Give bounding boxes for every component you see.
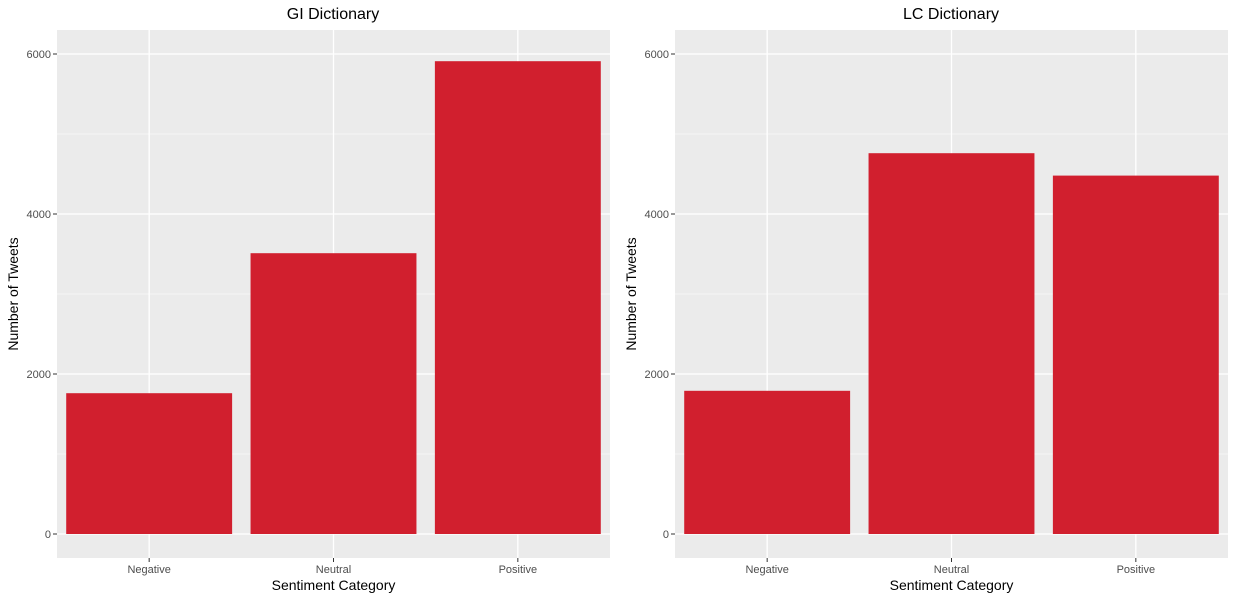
x-tick-label: Neutral: [934, 564, 969, 576]
y-tick-label: 2000: [27, 369, 51, 381]
y-axis-title: Number of Tweets: [5, 237, 21, 350]
chart-title: GI Dictionary: [287, 6, 379, 23]
bar-negative: [66, 393, 233, 534]
y-tick-label: 0: [663, 529, 669, 541]
chart-lc-dictionary: 0 2000 4000 6000 Negative Neutral Positive LC D…: [623, 6, 1228, 593]
y-tick-label: 6000: [27, 49, 51, 61]
x-axis-title: Sentiment Category: [272, 577, 396, 593]
x-tick-label: Positive: [499, 564, 538, 576]
bar-neutral: [868, 153, 1035, 534]
chart-gi-dictionary: 0 2000 4000 6000 Negative Neutral Positive GI D…: [5, 6, 610, 593]
y-tick-label: 6000: [645, 49, 669, 61]
bar-positive: [434, 61, 601, 534]
bar-neutral: [250, 253, 417, 534]
x-tick-label: Neutral: [316, 564, 351, 576]
y-tick-label: 2000: [645, 369, 669, 381]
chart-title: LC Dictionary: [903, 6, 999, 23]
bar-positive: [1052, 175, 1219, 534]
x-tick-label: Negative: [745, 564, 788, 576]
y-tick-label: 4000: [645, 209, 669, 221]
x-axis-title: Sentiment Category: [890, 577, 1014, 593]
x-tick-label: Negative: [127, 564, 170, 576]
y-tick-label: 4000: [27, 209, 51, 221]
y-axis-title: Number of Tweets: [623, 237, 639, 350]
bar-negative: [684, 390, 851, 534]
y-tick-label: 0: [45, 529, 51, 541]
x-tick-label: Positive: [1117, 564, 1156, 576]
